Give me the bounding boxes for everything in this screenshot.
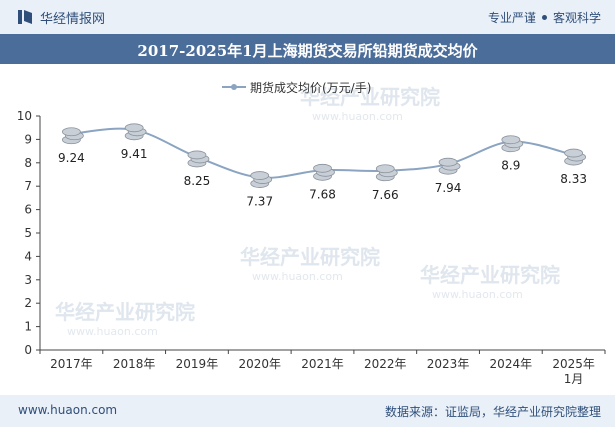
data-point-coin-stack — [61, 127, 84, 145]
watermark-text: 华经产业研究院 — [300, 85, 440, 109]
legend-label: 期货成交均价(万元/手) — [250, 80, 371, 95]
y-tick-label: 8 — [24, 156, 32, 170]
data-label: 8.25 — [184, 174, 211, 188]
x-tick-label: 2018年 — [113, 357, 156, 371]
dot-separator-icon — [541, 15, 547, 20]
x-tick-label: 2017年 — [50, 357, 93, 371]
data-label: 9.41 — [121, 147, 148, 161]
y-tick-label: 4 — [24, 249, 32, 263]
y-tick-label: 10 — [17, 109, 32, 123]
x-tick-label: 2023年 — [427, 357, 470, 371]
x-tick-label: 2025年 — [552, 357, 595, 371]
site-url: www.huaon.com — [18, 403, 118, 417]
brand-name: 华经情报网 — [40, 12, 106, 27]
data-point-coin-stack — [564, 148, 587, 166]
y-tick-label: 7 — [24, 179, 32, 193]
tagline-left: 专业严谨 — [487, 11, 536, 25]
watermark-text: 华经产业研究院 — [420, 263, 560, 287]
y-tick-label: 0 — [24, 343, 32, 357]
x-tick-label: 2022年 — [364, 357, 407, 371]
y-tick-label: 6 — [24, 203, 32, 217]
tagline: 专业严谨 客观科学 — [488, 9, 601, 26]
data-point-coin-stack — [501, 135, 524, 153]
tagline-right: 客观科学 — [552, 11, 601, 25]
y-tick-label: 9 — [24, 132, 32, 146]
watermark-text: 华经产业研究院 — [55, 300, 195, 324]
data-label: 9.24 — [58, 151, 85, 165]
x-tick-label: 2019年 — [176, 357, 219, 371]
x-tick-label: 2024年 — [490, 357, 533, 371]
y-tick-label: 1 — [24, 320, 32, 334]
data-label: 8.9 — [501, 159, 520, 173]
data-label: 8.33 — [560, 172, 587, 186]
watermark-text: 华经产业研究院 — [240, 245, 380, 269]
footer-bar: www.huaon.com 数据来源：证监局，华经产业研究院整理 — [0, 395, 615, 427]
data-label: 7.66 — [372, 188, 399, 202]
header-bar: 华经情报网 专业严谨 客观科学 — [0, 0, 615, 34]
line-chart: 华经产业研究院www.huaon.com华经产业研究院www.huaon.com… — [17, 80, 606, 386]
x-tick-label: 2021年 — [301, 357, 344, 371]
y-tick-label: 2 — [24, 296, 32, 310]
data-label: 7.37 — [246, 195, 273, 209]
y-tick-label: 3 — [24, 273, 32, 287]
data-label: 7.68 — [309, 187, 336, 201]
data-label: 7.94 — [435, 181, 462, 195]
title-bar: 2017-2025年1月上海期货交易所铅期货成交均价 — [0, 34, 615, 64]
source-note: 数据来源：证监局，华经产业研究院整理 — [384, 405, 601, 419]
watermark-url: www.huaon.com — [432, 288, 523, 301]
data-point-coin-stack — [313, 163, 335, 181]
watermark-url: www.huaon.com — [252, 270, 343, 283]
y-tick-label: 5 — [24, 226, 32, 240]
x-tick-label: 1月 — [564, 372, 584, 386]
watermark-url: www.huaon.com — [67, 325, 158, 338]
brand-logo-icon — [18, 10, 32, 24]
watermark-url: www.huaon.com — [312, 110, 403, 123]
legend-marker — [231, 84, 237, 90]
data-point-coin-stack — [250, 171, 273, 188]
chart-title: 2017-2025年1月上海期货交易所铅期货成交均价 — [137, 42, 478, 60]
data-point-coin-stack — [187, 150, 210, 168]
data-point-coin-stack — [438, 157, 461, 175]
x-tick-label: 2020年 — [238, 357, 281, 371]
data-point-coin-stack — [375, 164, 398, 182]
data-point-coin-stack — [124, 123, 147, 141]
